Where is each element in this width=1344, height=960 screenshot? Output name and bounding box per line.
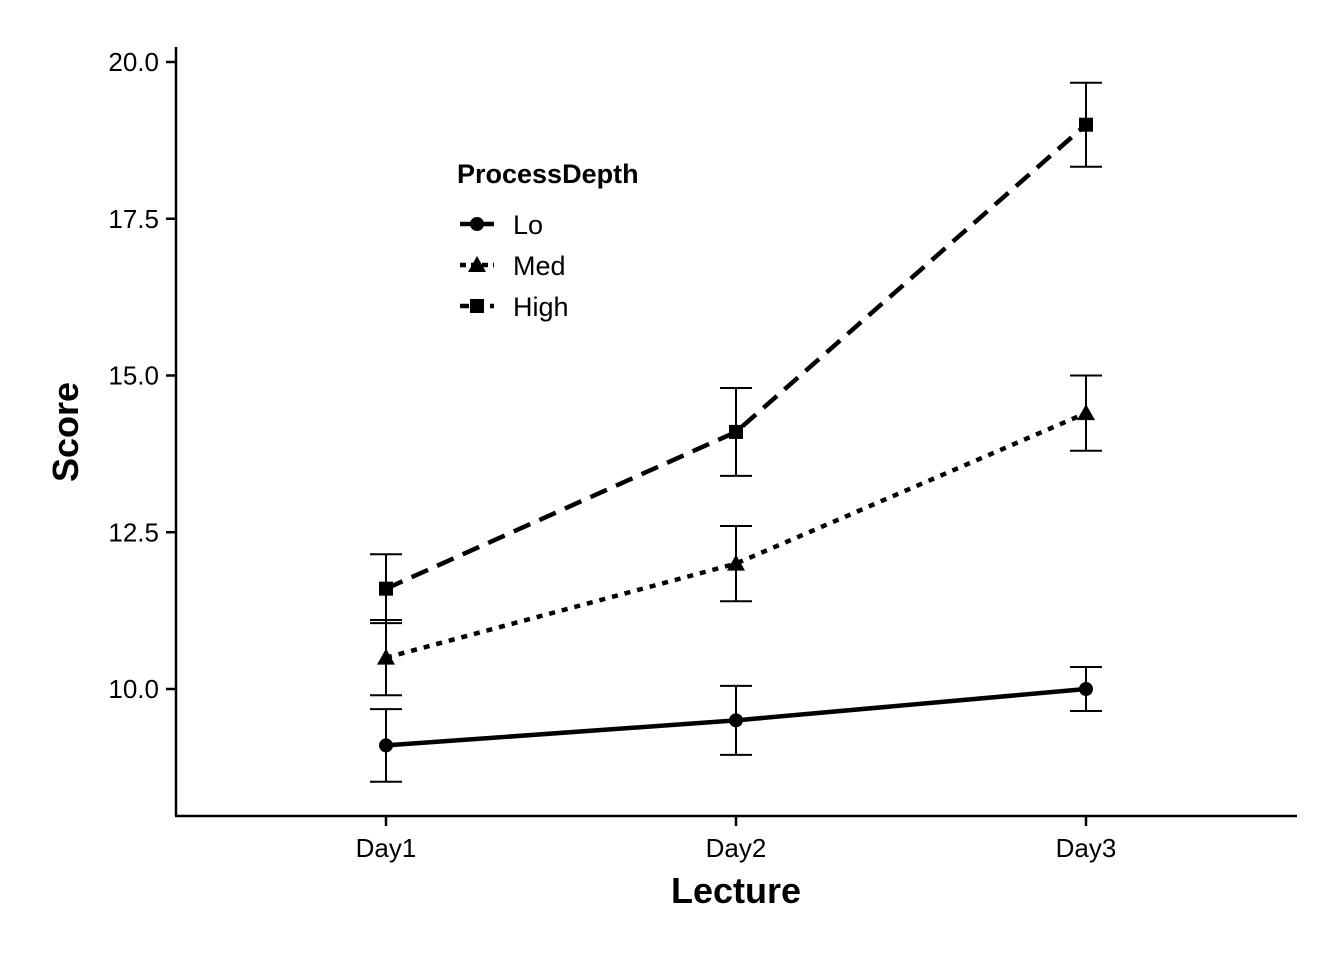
x-tick-label: Day1 — [356, 833, 417, 863]
x-tick-label: Day2 — [706, 833, 767, 863]
legend-label: High — [513, 292, 569, 322]
series-high — [370, 81, 1102, 625]
legend-item-med: Med — [460, 251, 566, 281]
series-line-med — [385, 411, 1087, 660]
y-tick-label: 15.0 — [108, 361, 159, 391]
y-tick-label: 20.0 — [108, 47, 159, 77]
legend-item-lo: Lo — [460, 210, 543, 240]
x-axis-ticks: Day1 Day2 Day3 — [356, 816, 1117, 863]
data-point — [377, 648, 395, 665]
data-point — [729, 424, 743, 439]
data-point — [729, 713, 743, 728]
legend-items: Lo Med High — [460, 210, 569, 322]
legend-title: ProcessDepth — [457, 159, 639, 189]
data-point — [727, 554, 745, 571]
y-axis-ticks: 10.0 12.5 15.0 17.5 20.0 — [108, 47, 176, 704]
data-point — [379, 581, 393, 596]
data-point — [1079, 682, 1093, 696]
y-tick-label: 17.5 — [108, 204, 159, 234]
legend-marker — [468, 256, 486, 272]
x-axis-title: Lecture — [671, 870, 801, 911]
legend-marker — [470, 217, 484, 231]
legend-label: Med — [513, 251, 566, 281]
series-line-high — [385, 123, 1088, 591]
legend: ProcessDepth Lo Med High — [457, 159, 639, 322]
data-point — [379, 738, 393, 753]
x-tick-label: Day3 — [1056, 833, 1117, 863]
legend-marker — [470, 299, 484, 313]
legend-label: Lo — [513, 210, 543, 240]
legend-item-high: High — [460, 292, 569, 322]
y-tick-label: 10.0 — [108, 674, 159, 704]
y-axis-title: Score — [45, 382, 86, 482]
data-point — [1079, 117, 1093, 132]
series-lo — [370, 666, 1102, 783]
plot-marks — [370, 81, 1102, 783]
series-med — [370, 374, 1102, 697]
y-tick-label: 12.5 — [108, 517, 159, 547]
data-point — [1077, 404, 1095, 421]
